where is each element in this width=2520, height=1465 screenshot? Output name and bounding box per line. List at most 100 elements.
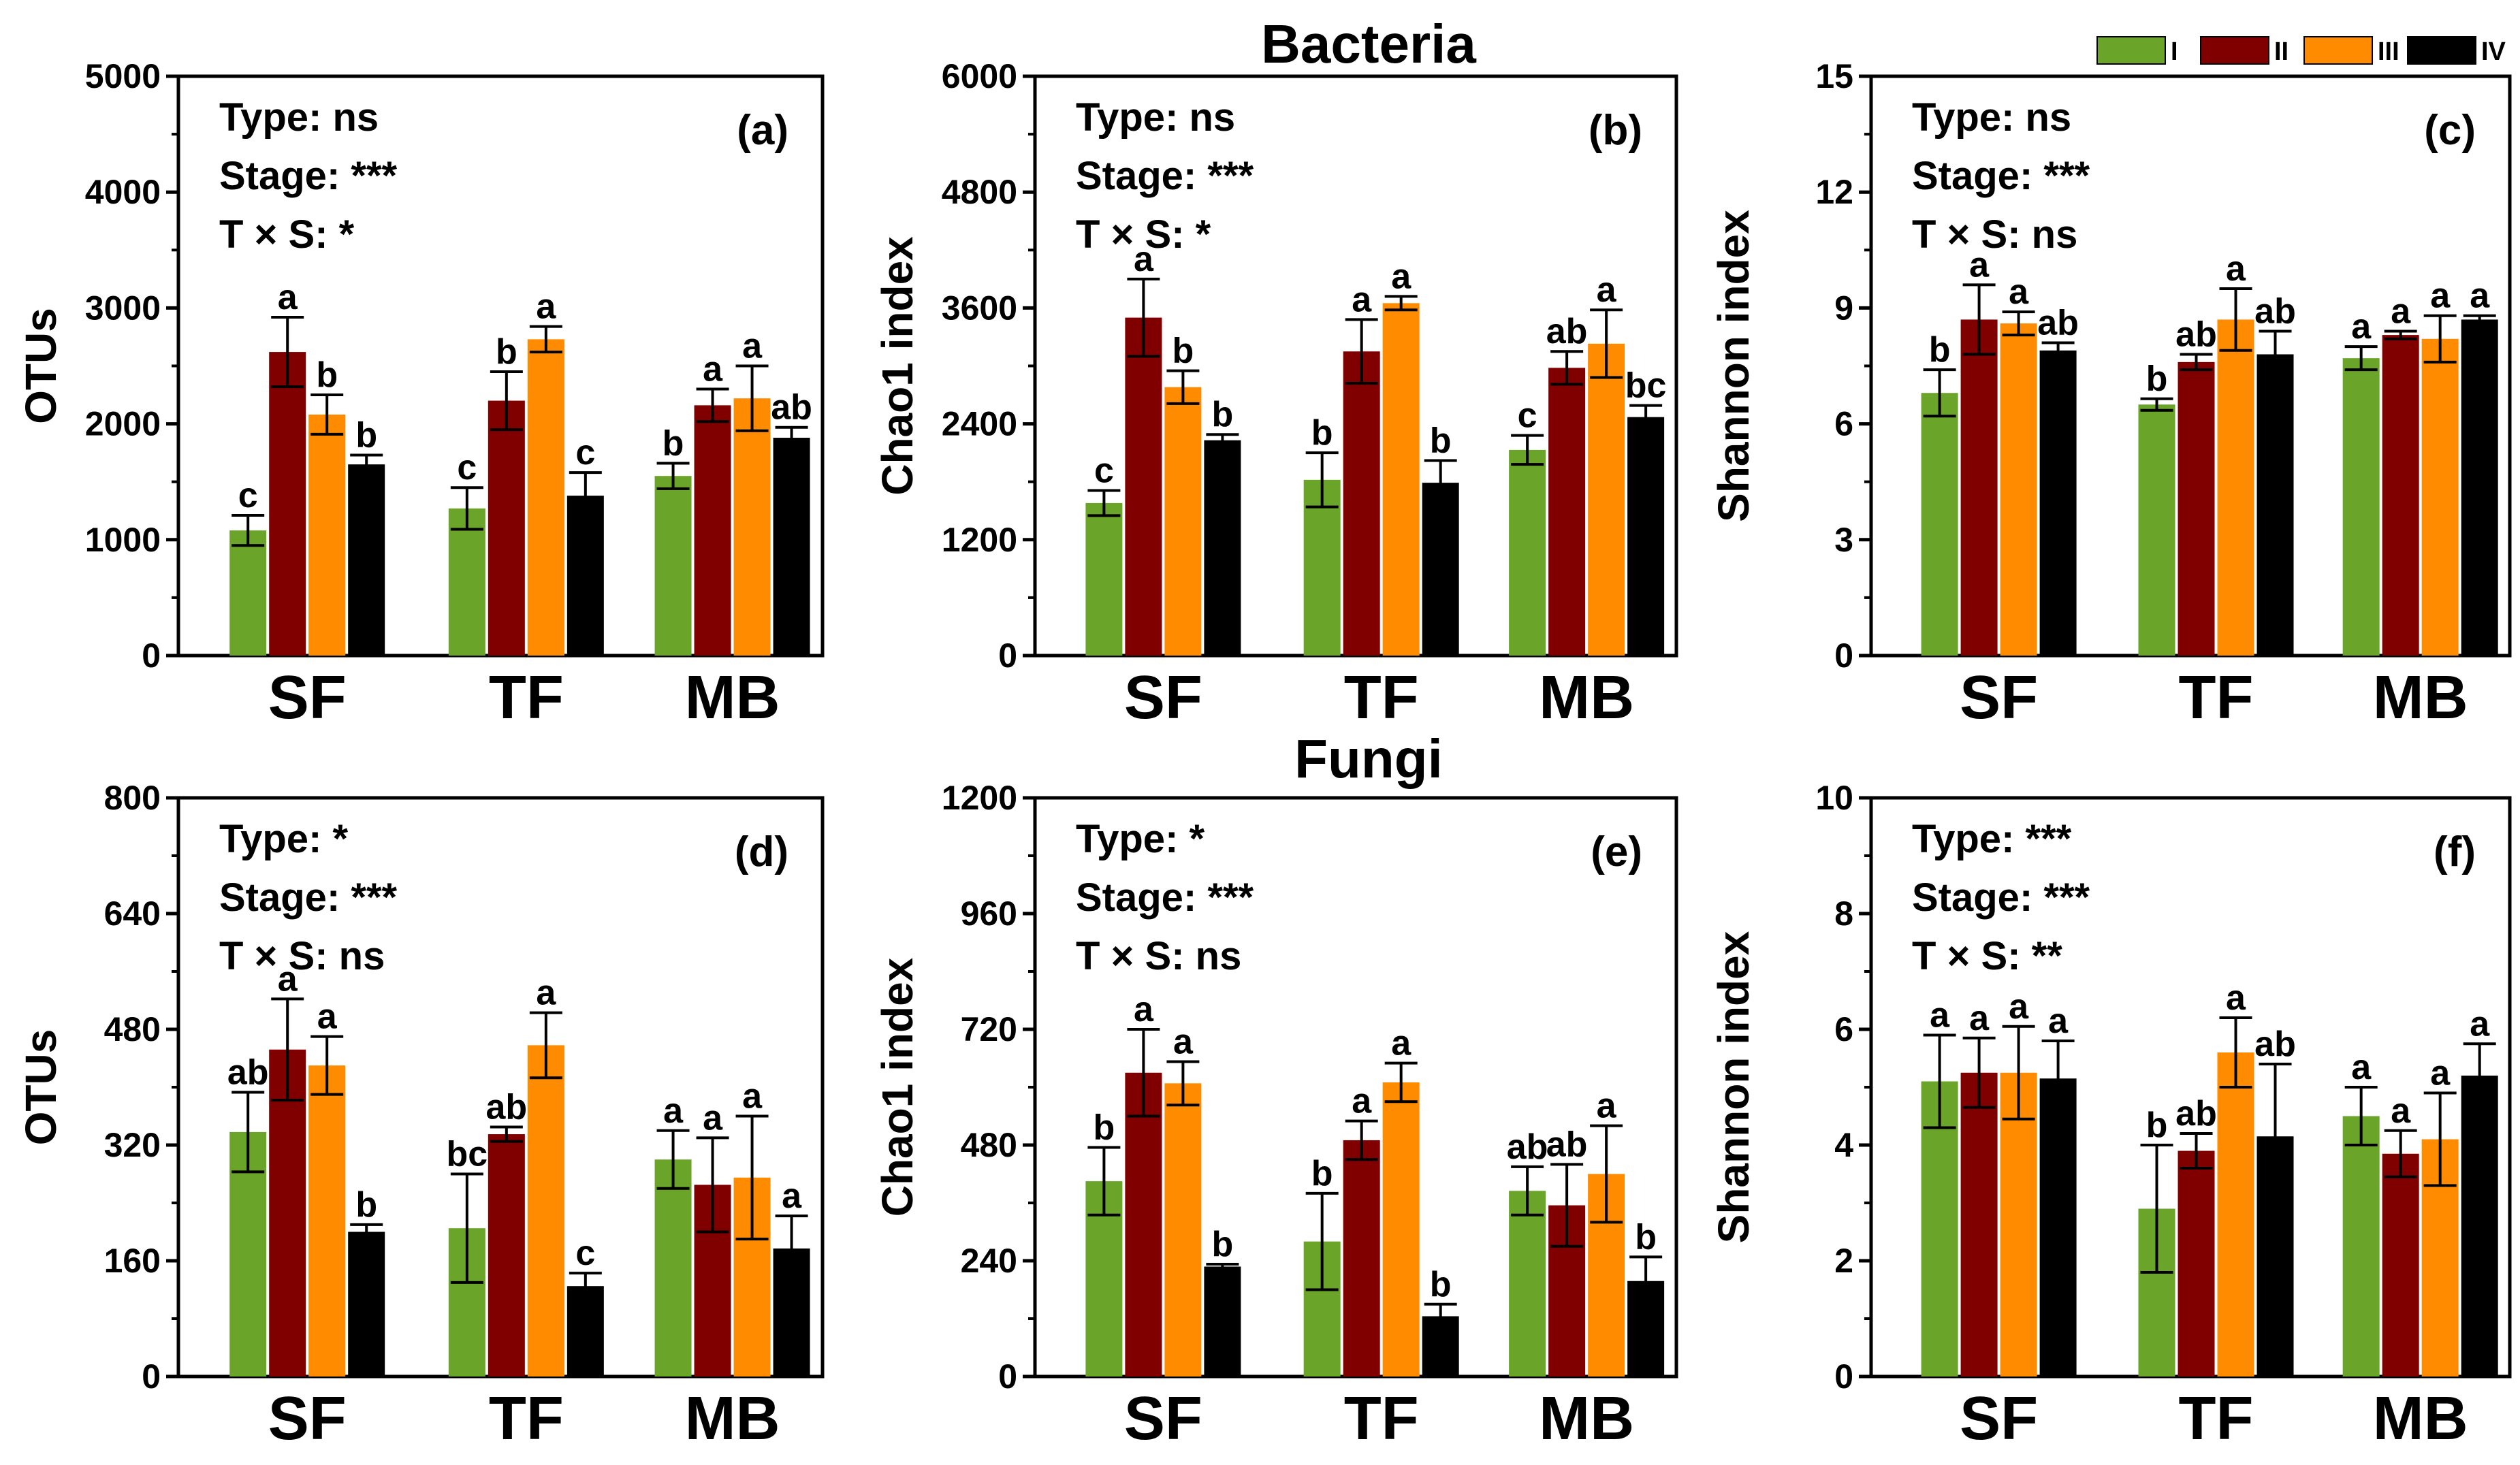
bar-IV [1204,1266,1241,1377]
significance-letter: c [238,476,258,515]
significance-letter: a [1597,1086,1617,1126]
stat-line: T × S: ** [1912,934,2062,978]
bar-III [1588,343,1625,656]
significance-letter: ab [1546,312,1588,351]
significance-letter: a [1134,990,1154,1029]
significance-letter: c [1518,396,1537,436]
significance-letter: b [1173,332,1194,371]
significance-letter: a [1391,1024,1411,1063]
y-tick-label: 6000 [942,57,1017,95]
significance-letter: a [2009,272,2029,312]
bar-IV [773,438,810,656]
y-tick-label: 15 [1815,57,1853,95]
significance-letter: a [2391,1091,2411,1131]
bar-IV [1204,440,1241,656]
significance-letter: ab [2175,1094,2217,1133]
x-category-label: SF [1124,664,1202,732]
legend-swatch-III [2303,36,2373,65]
y-tick-label: 480 [104,1010,161,1048]
y-tick-label: 0 [142,637,161,675]
significance-letter: a [1930,996,1950,1035]
y-tick-label: 0 [998,1357,1017,1396]
legend-swatch-II [2200,36,2269,65]
significance-letter: b [496,332,517,372]
y-tick-label: 160 [104,1242,161,1280]
significance-letter: a [317,997,338,1037]
y-tick-label: 1000 [85,521,161,559]
panel-e: 0 240 480 720 960 1200 Chao1 index (e) Type: * St… [873,779,1678,1453]
legend-label-IV: IV [2481,37,2506,66]
significance-letter: a [2009,987,2029,1027]
significance-letter: bc [446,1135,488,1174]
bar-III [308,1065,346,1377]
significance-letter: a [2430,276,2451,316]
x-category-label: SF [268,1385,347,1453]
bar-III [2217,319,2254,656]
significance-letter: a [2048,1001,2069,1041]
significance-letter: b [2146,1106,2168,1145]
bar-I [2342,358,2380,656]
significance-letter: c [575,433,595,472]
significance-letter: b [316,355,338,395]
x-category-label: TF [489,664,564,732]
bacteria-title: Bacteria [1261,14,1476,74]
y-tick-label: 2400 [942,405,1017,443]
significance-letter: a [703,350,723,389]
bar-III [308,414,346,656]
panel-c: 0 3 6 9 12 15 Shannon index (c) Type: ns Stage: *… [1709,57,2512,732]
x-category-label: MB [685,664,780,732]
bar-III [527,339,564,656]
panel-label: (b) [1589,107,1642,154]
bar-II [488,400,525,656]
y-tick-label: 480 [961,1126,1017,1164]
y-tick-label: 12 [1815,173,1853,211]
x-category-label: SF [268,664,347,732]
bar-II [1343,351,1380,656]
significance-letter: a [2226,249,2246,289]
significance-letter: a [2226,978,2246,1018]
bar-IV [2039,1078,2077,1377]
legend-label-III: III [2378,37,2399,66]
stat-line: Type: ns [1076,95,1235,140]
legend-label-I: I [2171,37,2178,66]
y-axis-label: OTUs [16,1029,65,1146]
significance-letter: ab [2254,291,2296,331]
legend: I II III IV [2096,36,2506,66]
panel-f: 0 2 4 6 8 10 Shannon index (f) Type: *** Stage: *… [1709,779,2512,1453]
legend-swatch-I [2096,36,2166,65]
bar-II [1125,1072,1162,1377]
bar-III [2000,323,2037,656]
bar-II [488,1134,525,1377]
significance-letter: a [536,973,556,1013]
bar-II [1125,317,1162,656]
significance-letter: a [782,1176,802,1216]
bar-IV [567,496,604,656]
bar-III [1164,387,1202,656]
y-tick-label: 5000 [85,57,161,95]
significance-letter: c [457,448,477,487]
panel-label: (c) [2424,107,2476,154]
x-category-label: MB [1539,664,1634,732]
panel-label: (f) [2434,828,2476,875]
significance-letter: b [1430,421,1452,460]
fungi-title: Fungi [1294,728,1443,789]
significance-letter: ab [771,388,812,428]
y-tick-label: 4000 [85,173,161,211]
stat-line: Type: ns [1912,95,2071,140]
stat-line: Stage: *** [1912,154,2090,198]
bar-I [654,476,692,656]
bar-IV [1627,417,1665,656]
stat-line: Stage: *** [1076,154,1254,198]
bar-II [269,352,306,656]
panel-a: 0 1000 2000 3000 4000 5000 OTUs (a) Type: ns Stag… [16,57,825,732]
x-category-label: SF [1124,1385,1202,1453]
bar-II [2382,1153,2419,1377]
y-tick-label: 640 [104,895,161,933]
significance-letter: a [1352,280,1372,319]
significance-letter: ab [485,1087,527,1127]
y-tick-label: 2000 [85,405,161,443]
significance-letter: a [1134,240,1154,279]
significance-letter: ab [2175,315,2217,354]
significance-letter: a [2470,276,2490,316]
